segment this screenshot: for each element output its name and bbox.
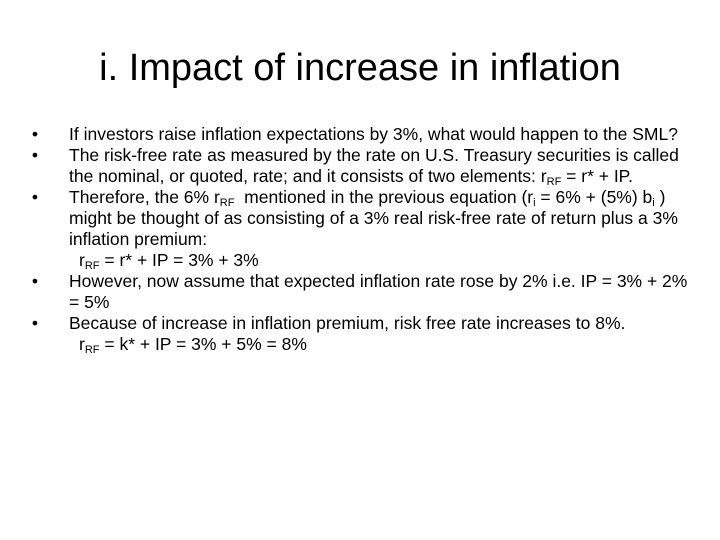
list-item: • Therefore, the 6% rRF mentioned in the… (28, 187, 698, 250)
subscript: RF (84, 344, 100, 356)
subscript: i (652, 197, 655, 209)
list-item: • Because of increase in inflation premi… (28, 313, 698, 334)
bullet-text: Because of increase in inflation premium… (69, 313, 626, 333)
bullet-text: However, now assume that expected inflat… (69, 271, 688, 312)
subscript: RF (546, 176, 562, 188)
subscript: RF (219, 197, 235, 209)
bullet-text: ) might be thought of as consisting of a… (69, 187, 683, 249)
equation-text: = k* + IP = 3% + 5% = 8% (99, 334, 307, 354)
bullet-text: Therefore, the 6% r (69, 187, 220, 207)
subscript: RF (84, 260, 100, 272)
list-item: • The risk-free rate as measured by the … (28, 145, 698, 188)
slide-title: i. Impact of increase in inflation (99, 47, 621, 89)
list-item: • However, now assume that expected infl… (28, 271, 698, 313)
bullet-list: • If investors raise inflation expectati… (28, 124, 698, 356)
equation-line: rRF = k* + IP = 3% + 5% = 8% (28, 334, 698, 356)
bullet-text: If investors raise inflation expectation… (69, 124, 678, 144)
bullet-marker: • (31, 124, 39, 144)
bullet-marker: • (31, 145, 39, 165)
bullet-text: = 6% + (5%) b (535, 187, 653, 207)
equation-text: = r* + IP = 3% + 3% (99, 250, 259, 270)
bullet-marker: • (31, 271, 39, 291)
bullet-text-tail: = r* + IP. (561, 166, 633, 186)
bullet-text: The risk-free rate as measured by the ra… (69, 145, 679, 186)
bullet-text: mentioned in the previous equation (r (234, 187, 534, 207)
subscript: i (533, 197, 536, 209)
equation-symbol: r (79, 250, 85, 270)
bullet-marker: • (31, 313, 39, 333)
equation-line: rRF = r* + IP = 3% + 3% (28, 250, 698, 272)
bullet-marker: • (31, 187, 39, 207)
list-item: • If investors raise inflation expectati… (28, 124, 698, 145)
equation-symbol: r (79, 334, 85, 354)
